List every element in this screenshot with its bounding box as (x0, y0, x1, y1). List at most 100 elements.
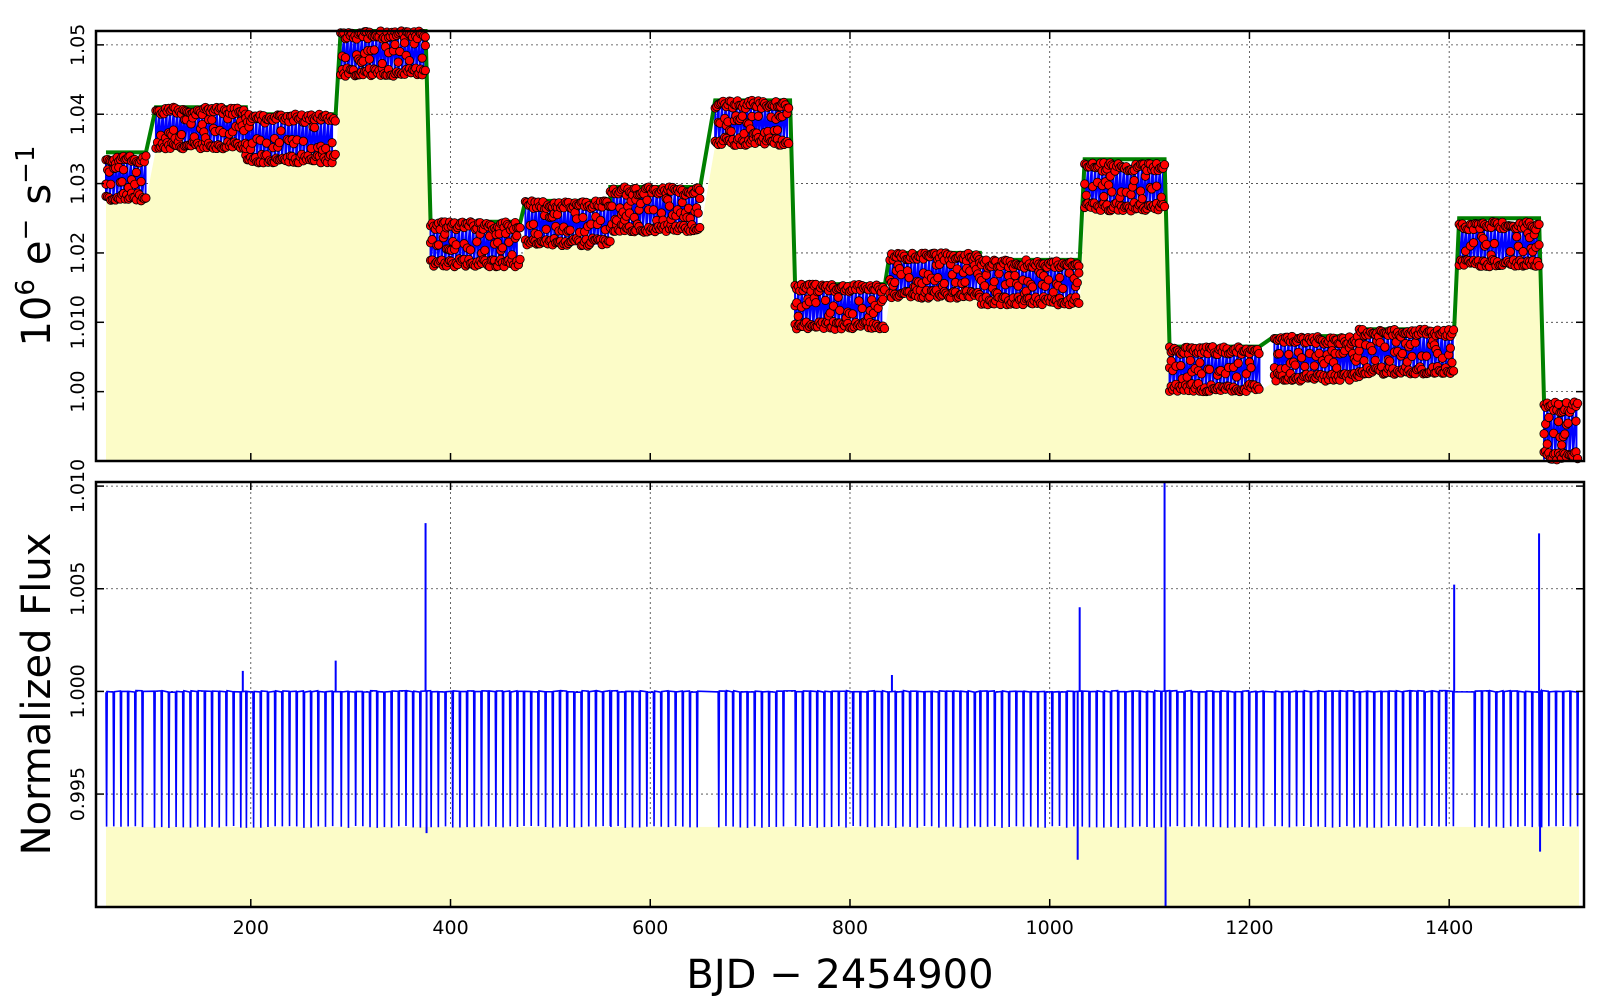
top-data-point (364, 54, 375, 64)
top-data-point (427, 235, 437, 245)
top-data-point (1370, 355, 1380, 365)
x-tick-label: 200 (233, 917, 269, 939)
top-data-point (515, 254, 525, 264)
top-data-point (321, 143, 331, 153)
top-data-point (1489, 238, 1499, 249)
top-data-point (664, 201, 675, 211)
top-data-point (1448, 366, 1459, 376)
top-data-point (1072, 278, 1082, 288)
top-data-point (833, 292, 843, 302)
top-data-point (207, 115, 217, 125)
top-data-point (693, 208, 703, 218)
ylabel-base: 10 (14, 296, 60, 347)
top-data-point (1204, 364, 1215, 374)
top-data-point (1074, 268, 1084, 278)
top-data-point (1176, 361, 1186, 371)
top-y-tick-label: 1.05 (67, 24, 89, 66)
bottom-flux-fill (105, 826, 1580, 907)
top-data-point (1129, 175, 1139, 186)
top-data-point (980, 281, 990, 291)
normalized-flux-panel: 0.995 1.000 1.005 1.010 200 400 600 800 1000 120… (14, 459, 1586, 998)
top-data-point (512, 231, 522, 241)
top-data-point (1407, 351, 1417, 362)
top-data-point (784, 103, 794, 113)
top-data-point (1195, 358, 1205, 368)
top-data-point (1385, 356, 1395, 366)
top-data-point (1544, 412, 1554, 423)
top-data-point (497, 243, 508, 253)
top-data-point (784, 138, 794, 149)
top-data-point (369, 45, 379, 55)
top-data-point (327, 138, 337, 148)
top-data-point (1107, 187, 1117, 197)
top-data-point (857, 303, 867, 313)
top-y-tick-label: 1.010 (67, 295, 89, 349)
top-data-point (168, 125, 179, 135)
top-data-point (1233, 358, 1243, 368)
top-data-point (417, 53, 427, 63)
top-data-point (399, 38, 410, 48)
top-data-point (1254, 349, 1264, 359)
top-data-point (261, 138, 272, 148)
top-data-point (451, 240, 461, 250)
top-data-point (1241, 369, 1251, 379)
x-tick-label: 1000 (1026, 917, 1074, 939)
top-data-point (1539, 429, 1549, 439)
top-data-point (772, 125, 783, 135)
top-data-point (1367, 346, 1377, 356)
ylabel-unit1-sup: − (11, 219, 41, 241)
top-data-point (274, 138, 284, 148)
top-data-point (1135, 186, 1146, 196)
top-data-point (136, 176, 146, 187)
top-data-point (330, 149, 340, 159)
top-data-point (309, 123, 320, 133)
top-data-point (1159, 160, 1170, 170)
top-data-point (420, 40, 430, 51)
bottom-axes-frame (94, 480, 1586, 909)
top-data-point (1505, 246, 1515, 257)
top-data-point (1481, 239, 1491, 249)
top-data-point (695, 222, 705, 233)
top-data-point (1159, 201, 1170, 212)
top-data-point (1081, 190, 1091, 200)
top-data-point (1380, 342, 1390, 352)
x-tick-label: 800 (832, 917, 868, 939)
top-data-point (528, 219, 539, 229)
top-data-point (404, 56, 414, 66)
top-data-point (1553, 417, 1564, 427)
top-data-point (820, 295, 831, 305)
top-data-point (1080, 179, 1090, 189)
raw-flux-panel: 1.00 1.010 1.02 1.03 1.04 1.05 106 e− s−1 (11, 24, 1586, 465)
top-data-point (420, 65, 430, 76)
top-data-point (1300, 361, 1310, 372)
x-tick-label: 400 (432, 917, 468, 939)
top-data-point (1560, 429, 1570, 439)
top-data-point (1196, 369, 1207, 379)
top-data-point (1534, 261, 1544, 271)
top-data-point (141, 193, 151, 203)
ylabel-unit2: s (14, 184, 60, 205)
top-data-point (878, 294, 888, 304)
top-data-point (607, 201, 617, 211)
top-data-point (1445, 343, 1455, 353)
x-axis-label: BJD − 2454900 (686, 952, 993, 998)
top-data-point (433, 240, 444, 250)
top-data-point (131, 167, 141, 177)
top-data-point (1563, 418, 1573, 428)
top-data-point (1571, 416, 1581, 426)
top-data-point (330, 116, 340, 126)
top-data-point (117, 177, 127, 187)
top-data-point (1518, 247, 1528, 257)
x-tick-label: 600 (632, 917, 668, 939)
top-data-point (933, 273, 943, 283)
bottom-y-axis-label: Normalized Flux (14, 533, 60, 856)
top-data-point (1557, 440, 1567, 450)
top-data-point (276, 126, 286, 136)
top-data-point (1027, 282, 1038, 292)
top-data-point (1099, 191, 1109, 202)
top-data-point (472, 237, 482, 247)
top-data-point (1185, 355, 1195, 365)
top-data-point (1151, 181, 1162, 191)
top-data-point (1126, 190, 1136, 200)
bot-y-tick-label: 1.010 (67, 459, 89, 513)
